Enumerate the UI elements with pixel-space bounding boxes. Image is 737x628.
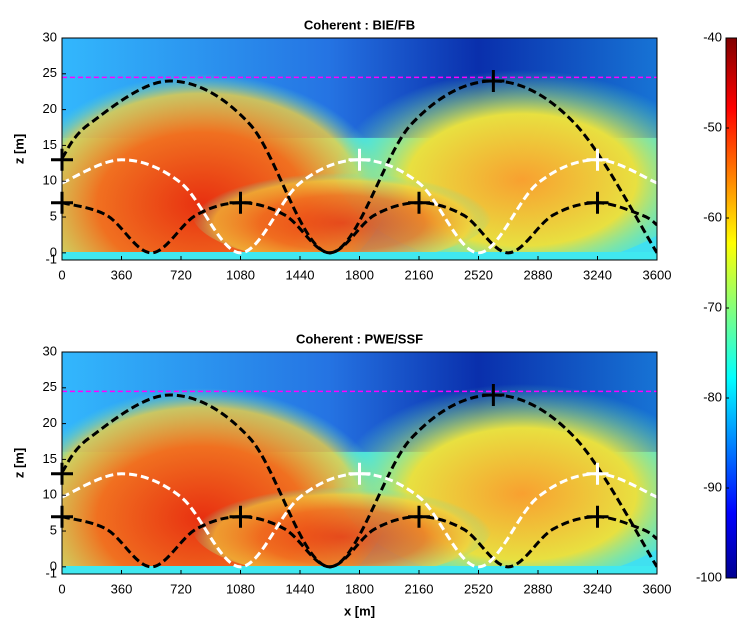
cross-marker [51,148,73,171]
y-tick-label: -1 [45,565,57,580]
cross-marker [229,191,252,214]
y-tick-label: -1 [45,251,57,266]
x-tick-label: 2160 [405,581,434,596]
colorbar-tick-label: -80 [703,389,722,404]
x-tick-label: 360 [111,267,133,282]
x-tick-label: 0 [58,581,65,596]
x-axis-label: x [m] [344,603,375,618]
cross-marker [51,462,73,485]
y-tick-label: 25 [43,379,57,394]
cross-marker [51,191,73,214]
y-tick-label: 20 [43,415,57,430]
cross-marker [482,69,505,92]
y-tick-label: 15 [43,137,57,152]
y-tick-label: 10 [43,173,57,188]
cross-marker [586,462,609,485]
y-tick-label: 30 [43,29,57,44]
x-tick-label: 360 [111,581,133,596]
cross-marker [586,148,609,171]
x-tick-label: 1800 [345,581,374,596]
x-tick-label: 1440 [286,267,315,282]
field [62,352,657,574]
x-tick-label: 1080 [226,267,255,282]
cross-marker [482,383,505,406]
y-axis-label: z [m] [11,134,26,164]
y-tick-label: 0 [50,244,57,259]
colorbar-tick-label: -60 [703,209,722,224]
y-tick-label: 20 [43,101,57,116]
ray-path [62,201,657,255]
colorbar-tick-label: -70 [703,299,722,314]
colorbar-tick-label: -100 [696,569,722,584]
ray-path [62,515,657,569]
x-tick-label: 3600 [643,267,672,282]
x-tick-label: 1800 [345,267,374,282]
colorbar-tick-label: -40 [703,29,722,44]
plot-title: Coherent : BIE/FB [304,17,415,32]
cross-marker [51,505,73,528]
y-tick-label: 5 [50,522,57,537]
cross-marker [408,505,430,528]
field-blob [192,163,492,260]
cross-marker [586,505,609,528]
x-tick-label: 2880 [524,581,553,596]
x-tick-label: 1440 [286,581,315,596]
cross-marker [408,191,430,214]
field-blob [192,477,492,574]
x-tick-label: 0 [58,267,65,282]
y-tick-label: 0 [50,558,57,573]
x-tick-label: 1080 [226,581,255,596]
y-tick-label: 15 [43,451,57,466]
x-tick-label: 2160 [405,267,434,282]
x-tick-label: 3600 [643,581,672,596]
colorbar-tick-label: -90 [703,479,722,494]
x-tick-label: 3240 [583,267,612,282]
cross-marker [586,191,609,214]
cross-marker [348,148,371,171]
colorbar-tick-label: -50 [703,119,722,134]
y-tick-label: 10 [43,487,57,502]
cross-marker [348,462,371,485]
y-tick-label: 25 [43,65,57,80]
x-tick-label: 2520 [464,267,493,282]
x-tick-label: 2880 [524,267,553,282]
plot-title: Coherent : PWE/SSF [296,331,423,346]
x-tick-label: 720 [170,581,192,596]
y-axis-label: z [m] [11,448,26,478]
y-tick-label: 5 [50,208,57,223]
ray-path [62,393,657,569]
cross-marker [229,505,252,528]
x-tick-label: 2520 [464,581,493,596]
ray-path [62,79,657,255]
y-tick-label: 30 [43,343,57,358]
x-tick-label: 3240 [583,581,612,596]
x-tick-label: 720 [170,267,192,282]
